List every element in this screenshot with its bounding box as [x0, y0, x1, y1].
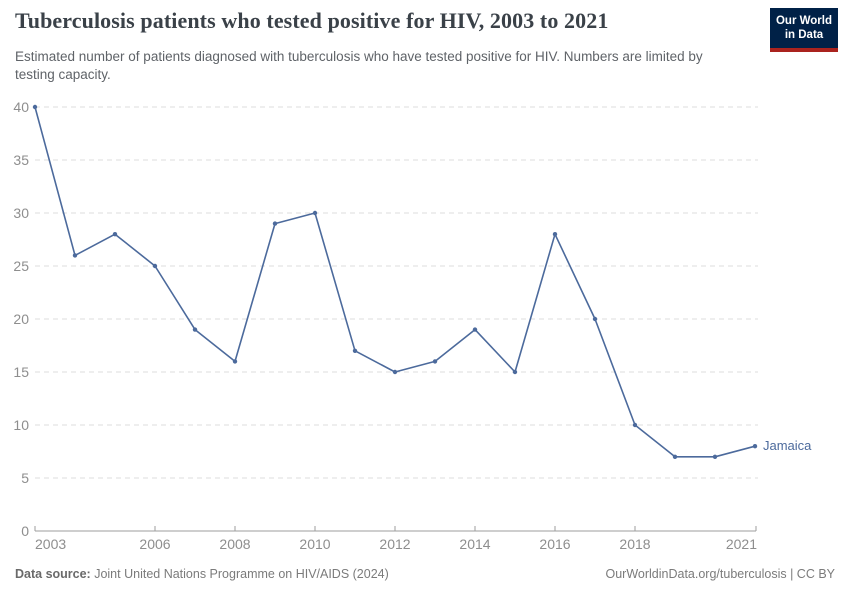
data-point[interactable]	[392, 369, 398, 375]
data-source: Data source: Joint United Nations Progra…	[15, 567, 389, 581]
data-point[interactable]	[432, 359, 438, 364]
data-point[interactable]	[472, 327, 478, 332]
data-point[interactable]	[272, 221, 278, 226]
data-source-value: Joint United Nations Programme on HIV/AI…	[90, 567, 389, 581]
data-point[interactable]	[32, 104, 38, 110]
y-tick-label: 35	[13, 152, 29, 168]
data-point[interactable]	[632, 422, 638, 428]
x-tick-label: 2016	[539, 536, 570, 552]
y-tick-label: 5	[21, 470, 29, 486]
owid-logo-line1: Our World	[775, 15, 832, 27]
y-tick-label: 25	[13, 258, 29, 274]
data-source-label: Data source:	[15, 567, 91, 581]
y-tick-label: 10	[13, 417, 29, 433]
x-tick-label: 2012	[379, 536, 410, 552]
data-point[interactable]	[672, 454, 678, 459]
data-point[interactable]	[112, 232, 118, 237]
y-tick-label: 20	[13, 311, 29, 327]
x-tick-label: 2006	[139, 536, 170, 552]
data-line[interactable]	[34, 106, 756, 458]
y-tick-label: 15	[13, 364, 29, 380]
data-point[interactable]	[312, 210, 318, 216]
data-point[interactable]	[592, 316, 598, 322]
chart-subtitle: Estimated number of patients diagnosed w…	[15, 49, 703, 82]
chart-footer: Data source: Joint United Nations Progra…	[15, 567, 835, 581]
owid-logo-line2: in Data	[784, 29, 824, 42]
owid-logo[interactable]: Our World in Data	[770, 8, 838, 52]
data-point[interactable]	[512, 369, 518, 375]
data-point[interactable]	[232, 359, 238, 364]
entity-label[interactable]: Jamaica	[763, 438, 812, 453]
attribution-link[interactable]: OurWorldinData.org/tuberculosis | CC BY	[605, 567, 836, 581]
data-point[interactable]	[192, 327, 198, 332]
data-point[interactable]	[152, 263, 158, 269]
page-title: Tuberculosis patients who tested positiv…	[15, 8, 609, 33]
x-tick-label: 2008	[219, 536, 250, 552]
y-tick-label: 30	[13, 205, 29, 221]
data-point[interactable]	[352, 348, 358, 353]
data-point[interactable]	[712, 454, 718, 459]
data-point[interactable]	[552, 232, 558, 237]
data-point[interactable]	[72, 253, 78, 258]
x-tick-label: 2014	[459, 536, 490, 552]
line-chart[interactable]: 0 5 10 15 20 25 30 35 40 2003 2006 2008 2010 2012 2014…	[0, 0, 850, 560]
y-tick-label: 0	[21, 523, 29, 539]
data-point[interactable]	[752, 444, 758, 449]
x-tick-label: 2010	[299, 536, 330, 552]
x-tick-label: 2018	[619, 536, 650, 552]
x-tick-label: 2003	[35, 536, 66, 552]
x-tick-label: 2021	[726, 536, 757, 552]
y-tick-label: 40	[13, 99, 29, 115]
